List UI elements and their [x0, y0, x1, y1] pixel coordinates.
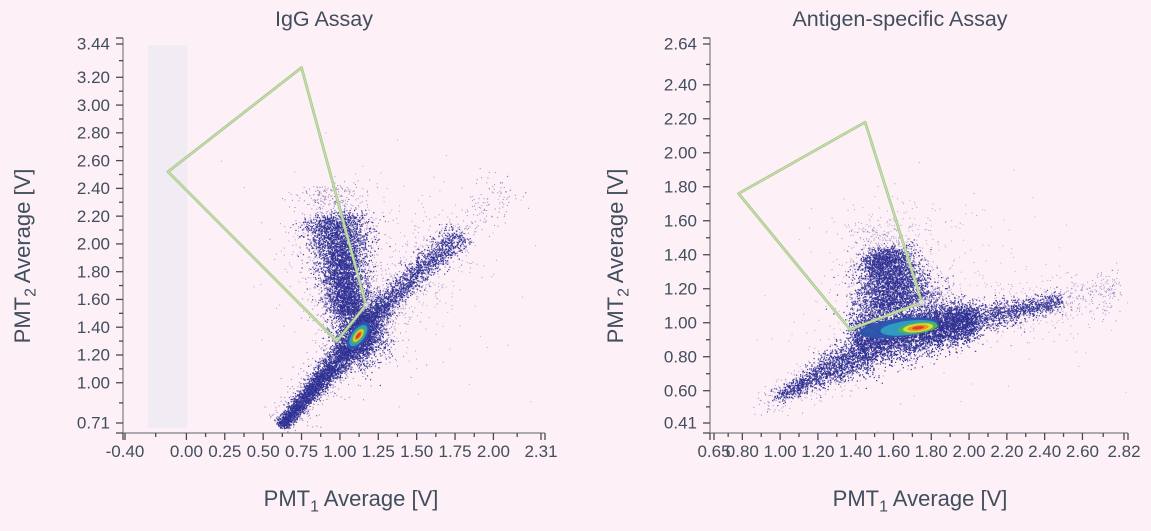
igg-x-label-sub: 1 [310, 498, 319, 516]
igg-x-label-suffix: Average [V] [318, 486, 439, 511]
antigen-y-label-suffix: Average [V] [603, 168, 628, 289]
antigen-y-label-prefix: PMT [603, 296, 628, 344]
igg-y-label-suffix: Average [V] [10, 168, 35, 289]
antigen-x-label-suffix: Average [V] [887, 486, 1008, 511]
antigen-x-axis-label: PMT1 Average [V] [710, 486, 1130, 516]
igg-x-label-prefix: PMT [263, 486, 311, 511]
antigen-x-label-prefix: PMT [832, 486, 880, 511]
igg-assay-title: IgG Assay [275, 7, 373, 31]
igg-y-label-sub: 2 [22, 288, 40, 297]
antigen-y-label-sub: 2 [615, 288, 633, 297]
igg-y-axis-label: PMT2 Average [V] [10, 126, 40, 386]
igg-x-axis-label: PMT1 Average [V] [140, 486, 562, 516]
igg-y-label-prefix: PMT [10, 296, 35, 344]
antigen-assay-title: Antigen-specific Assay [792, 7, 1008, 31]
antigen-y-axis-label: PMT2 Average [V] [603, 126, 633, 386]
antigen-x-label-sub: 1 [879, 498, 888, 516]
